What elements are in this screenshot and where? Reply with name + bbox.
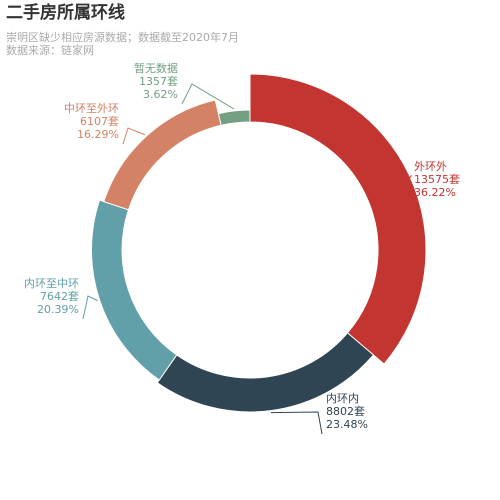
subtitle-line-source: 数据来源：链家网 (6, 44, 94, 57)
slice-label-value-2: 7642套 (40, 290, 79, 303)
subtitle-line-note: 崇明区缺少相应房源数据；数据截至2020年7月 (6, 31, 239, 44)
slice-label-name-1: 内环内 (326, 391, 359, 405)
donut-slice-3[interactable] (103, 99, 222, 211)
leader-line-3 (122, 127, 146, 145)
slice-label-value-0: 13575套 (414, 173, 460, 186)
leader-line-0 (401, 175, 412, 203)
slice-label-name-3: 中环至外环 (64, 102, 119, 115)
slice-label-name-4: 暂无数据 (134, 61, 178, 75)
donut-slice-2[interactable] (90, 199, 178, 381)
slice-label-percent-0: 36.22% (414, 186, 456, 199)
chart-subtitle: 崇明区缺少相应房源数据；数据截至2020年7月 数据来源：链家网 (6, 31, 239, 57)
donut-slice-1[interactable] (156, 332, 375, 413)
slice-label-percent-3: 16.29% (77, 128, 119, 141)
leader-line-2 (82, 295, 98, 320)
slice-label-name-0: 外环外 (414, 160, 447, 173)
chart-title: 二手房所属环线 (6, 3, 125, 23)
donut-slice-4[interactable] (217, 109, 251, 126)
leader-line-1 (270, 411, 323, 435)
slice-label-percent-2: 20.39% (37, 303, 79, 316)
leader-line-4 (181, 83, 235, 110)
slice-label-percent-4: 3.62% (143, 88, 178, 101)
donut-slice-0[interactable] (249, 73, 427, 365)
slice-label-value-3: 6107套 (80, 115, 119, 128)
slice-label-name-2: 内环至中环 (24, 276, 79, 290)
slice-label-percent-1: 23.48% (326, 418, 368, 431)
slice-label-value-1: 8802套 (326, 405, 365, 418)
slice-label-value-4: 1357套 (139, 75, 178, 88)
